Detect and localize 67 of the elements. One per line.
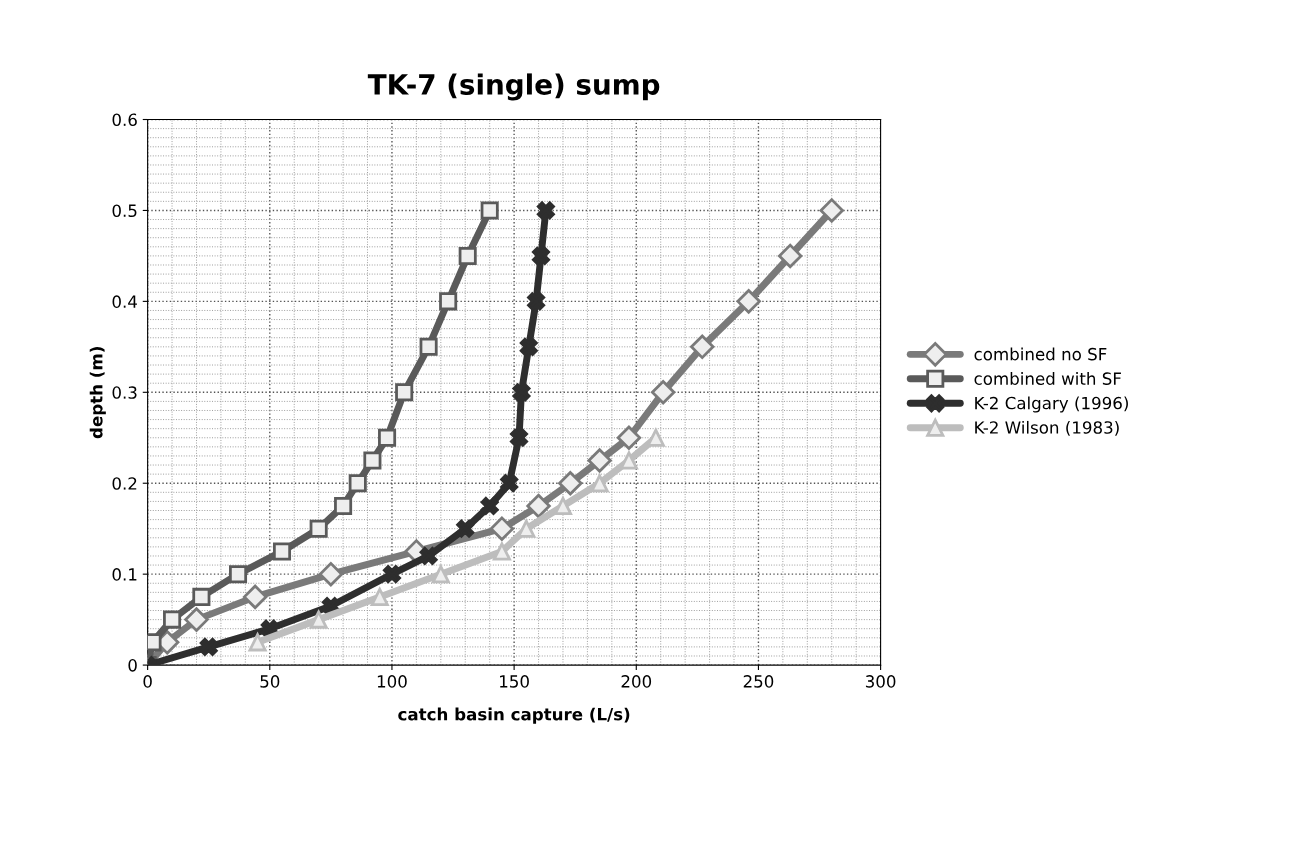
- point: [527, 292, 546, 311]
- point: [512, 383, 531, 402]
- point: [309, 519, 328, 538]
- point: [736, 289, 761, 314]
- point: [272, 542, 292, 561]
- point: [192, 587, 211, 606]
- point: [519, 337, 538, 356]
- chart-title: TK-7 (single) sump: [367, 73, 660, 101]
- point: [419, 546, 438, 565]
- legend-label: combined no SF: [974, 347, 1107, 361]
- point: [590, 474, 609, 493]
- legend-label: K-2 Calgary (1996): [975, 396, 1128, 413]
- point: [531, 246, 551, 265]
- point: [458, 246, 477, 265]
- point: [318, 561, 344, 587]
- point: [309, 610, 328, 629]
- point: [650, 380, 676, 405]
- point: [553, 496, 573, 515]
- legend-label: K-2 Wilson (1983): [975, 420, 1119, 436]
- y-axis-title: depth (m): [89, 347, 106, 439]
- point: [616, 425, 642, 450]
- point: [489, 516, 515, 541]
- legend-label: combined with SF: [974, 372, 1121, 385]
- point: [439, 292, 458, 311]
- y-tick-label: 0: [128, 659, 137, 672]
- point: [587, 448, 612, 473]
- point: [500, 474, 519, 493]
- point: [419, 337, 438, 356]
- point: [492, 542, 511, 561]
- point: [163, 610, 182, 629]
- point: [456, 519, 475, 538]
- point: [348, 474, 367, 493]
- x-tick-label: 50: [260, 675, 280, 688]
- y-tick-label: 0.3: [112, 386, 137, 399]
- y-tick-label: 0.2: [112, 477, 137, 490]
- point: [395, 383, 414, 402]
- x-tick-label: 150: [500, 675, 529, 688]
- point: [526, 493, 551, 519]
- point: [690, 334, 715, 360]
- x-tick-label: 100: [377, 675, 407, 688]
- point: [334, 496, 353, 515]
- y-tick-label: 0.1: [112, 568, 137, 581]
- point: [536, 201, 555, 220]
- point: [382, 565, 401, 584]
- y-tick-label: 0.6: [112, 113, 137, 127]
- point: [378, 428, 397, 447]
- point: [819, 198, 844, 223]
- y-tick-label: 0.4: [112, 295, 137, 308]
- point: [778, 243, 803, 269]
- point: [242, 584, 268, 610]
- point: [480, 201, 499, 220]
- point: [184, 607, 209, 632]
- point: [229, 565, 248, 584]
- point: [363, 451, 382, 470]
- x-axis-title: catch basin capture (L/s): [398, 707, 630, 724]
- point: [199, 637, 218, 656]
- point: [248, 633, 267, 652]
- y-tick-label: 0.5: [112, 204, 137, 218]
- x-tick-label: 300: [865, 675, 896, 688]
- x-tick-label: 200: [621, 675, 652, 688]
- x-tick-label: 250: [743, 675, 774, 688]
- point: [558, 471, 583, 496]
- point: [509, 428, 529, 447]
- point: [370, 587, 389, 606]
- x-tick-label: 0: [143, 675, 152, 688]
- point: [431, 565, 450, 584]
- point: [480, 496, 499, 515]
